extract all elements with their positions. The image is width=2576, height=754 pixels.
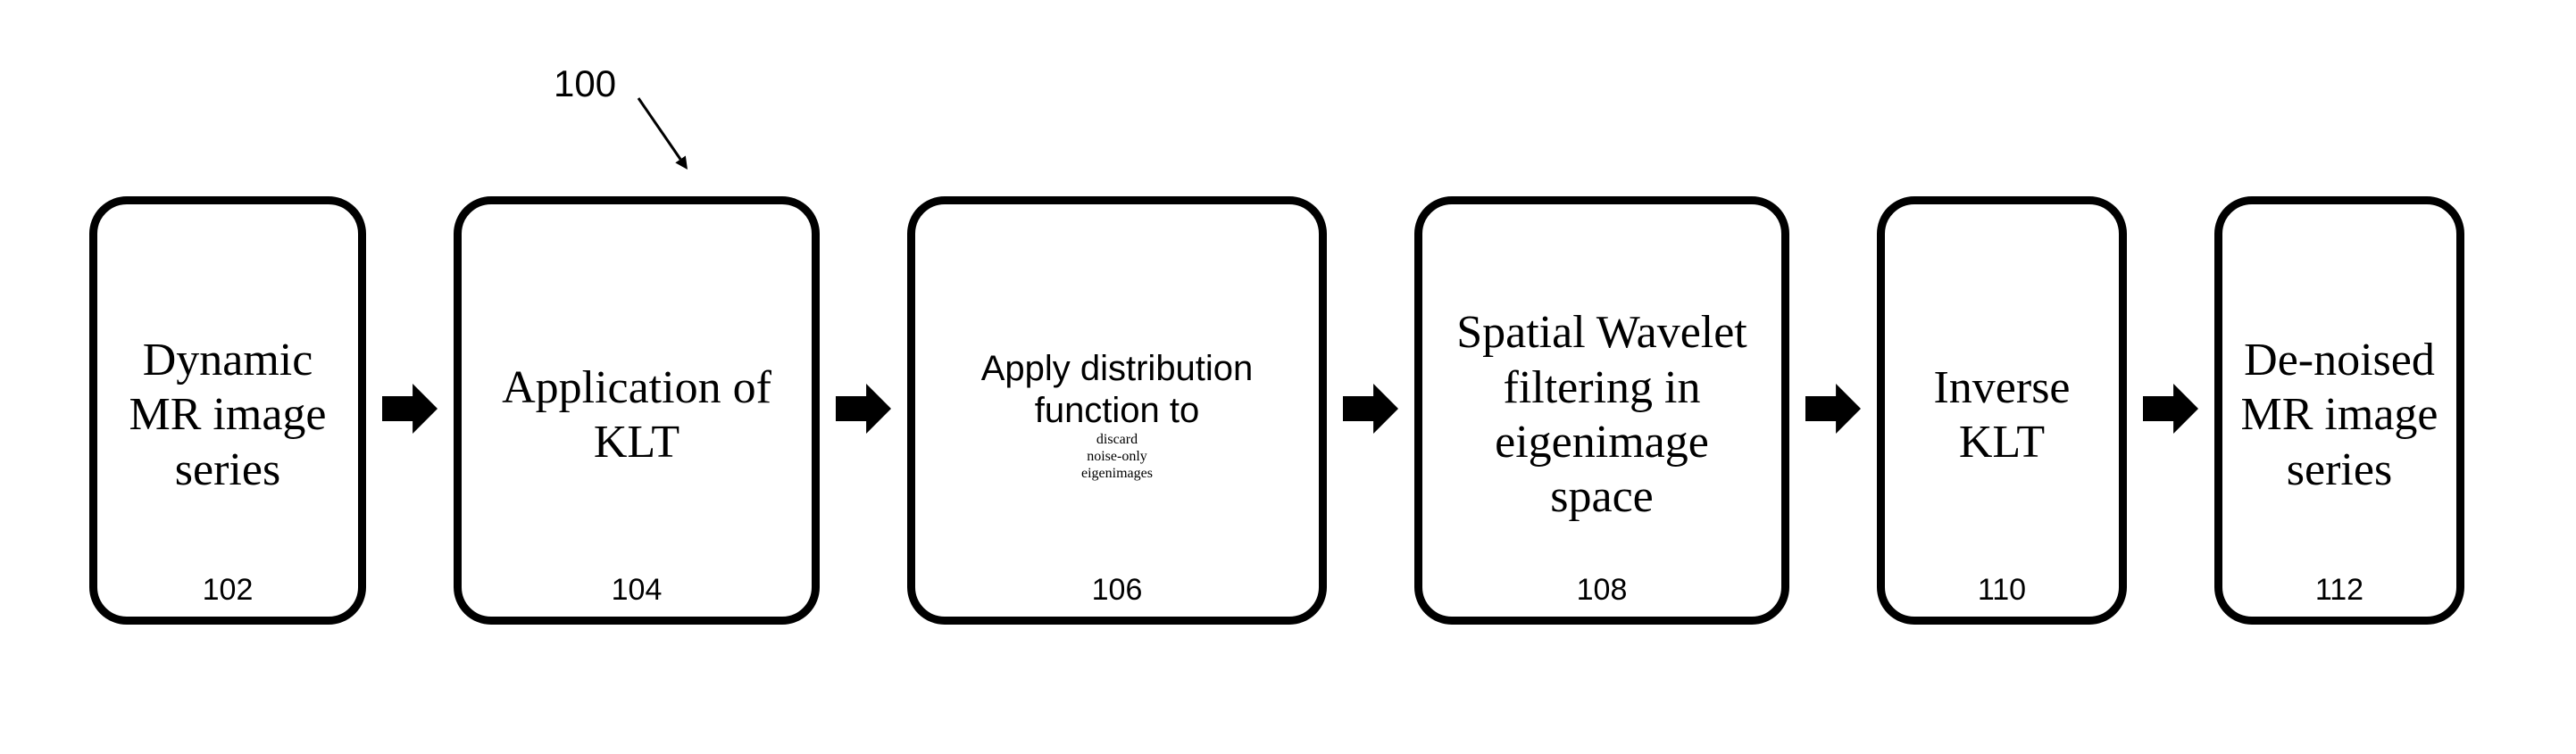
step-label: Spatial Wavelet filtering in eigenimage … bbox=[1422, 204, 1781, 617]
diagram-canvas: 100 Dynamic MR image series102 Applicatio… bbox=[0, 0, 2576, 754]
step-klt: Application of KLT104 bbox=[454, 196, 820, 625]
figure-reference-arrow-icon bbox=[626, 86, 700, 182]
flow-arrow-icon bbox=[836, 384, 891, 438]
step-dynamic-mr: Dynamic MR image series102 bbox=[89, 196, 366, 625]
figure-reference-label: 100 bbox=[554, 62, 616, 105]
step-label: Apply distributionfunction todiscardnois… bbox=[965, 204, 1270, 617]
flow-arrow-icon bbox=[1343, 384, 1398, 438]
step-refnum: 106 bbox=[915, 573, 1319, 608]
flow-arrow-icon bbox=[2143, 384, 2198, 438]
step-inverse-klt: Inverse KLT110 bbox=[1877, 196, 2127, 625]
step-label: Inverse KLT bbox=[1885, 204, 2119, 617]
step-wavelet: Spatial Wavelet filtering in eigenimage … bbox=[1414, 196, 1789, 625]
step-denoised: De-noised MR image series112 bbox=[2214, 196, 2464, 625]
step-refnum: 110 bbox=[1885, 573, 2119, 608]
step-refnum: 104 bbox=[462, 573, 812, 608]
flow-arrow-icon bbox=[1805, 384, 1861, 438]
step-label: Application of KLT bbox=[462, 204, 812, 617]
step-refnum: 102 bbox=[97, 573, 358, 608]
flow-arrow-icon bbox=[382, 384, 438, 438]
step-refnum: 112 bbox=[2222, 573, 2456, 608]
step-label: De-noised MR image series bbox=[2222, 204, 2456, 617]
step-label: Dynamic MR image series bbox=[97, 204, 358, 617]
step-refnum: 108 bbox=[1422, 573, 1781, 608]
flowchart-row: Dynamic MR image series102 Application of… bbox=[89, 196, 2464, 625]
step-discard: Apply distributionfunction todiscardnois… bbox=[907, 196, 1327, 625]
